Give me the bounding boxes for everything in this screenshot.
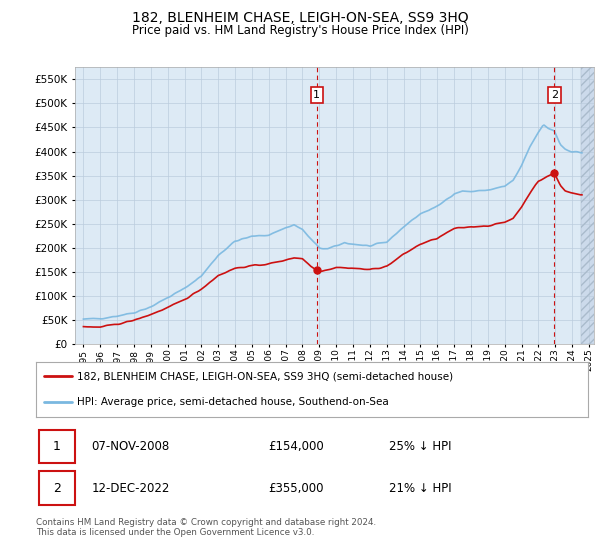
Text: Price paid vs. HM Land Registry's House Price Index (HPI): Price paid vs. HM Land Registry's House … [131, 24, 469, 37]
Text: 1: 1 [313, 90, 320, 100]
Bar [581, 67, 600, 344]
Text: 182, BLENHEIM CHASE, LEIGH-ON-SEA, SS9 3HQ: 182, BLENHEIM CHASE, LEIGH-ON-SEA, SS9 3… [131, 11, 469, 25]
Text: 25% ↓ HPI: 25% ↓ HPI [389, 440, 452, 453]
Text: 12-DEC-2022: 12-DEC-2022 [91, 482, 170, 494]
Text: 2: 2 [53, 482, 61, 494]
Text: 182, BLENHEIM CHASE, LEIGH-ON-SEA, SS9 3HQ (semi-detached house): 182, BLENHEIM CHASE, LEIGH-ON-SEA, SS9 3… [77, 371, 454, 381]
Text: £154,000: £154,000 [268, 440, 323, 453]
FancyBboxPatch shape [39, 430, 74, 463]
Text: 2: 2 [551, 90, 558, 100]
Text: HPI: Average price, semi-detached house, Southend-on-Sea: HPI: Average price, semi-detached house,… [77, 397, 389, 407]
Bar [581, 67, 600, 344]
Text: 07-NOV-2008: 07-NOV-2008 [91, 440, 169, 453]
Text: 1: 1 [53, 440, 61, 453]
Text: Contains HM Land Registry data © Crown copyright and database right 2024.
This d: Contains HM Land Registry data © Crown c… [36, 518, 376, 538]
Text: 21% ↓ HPI: 21% ↓ HPI [389, 482, 452, 494]
Text: £355,000: £355,000 [268, 482, 323, 494]
FancyBboxPatch shape [39, 471, 74, 505]
